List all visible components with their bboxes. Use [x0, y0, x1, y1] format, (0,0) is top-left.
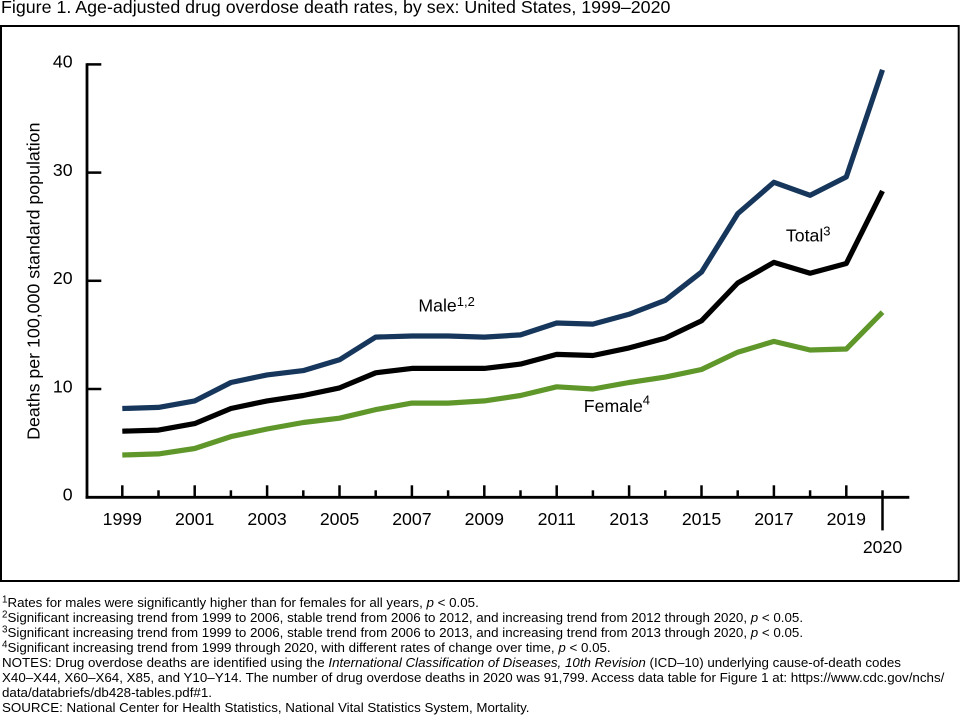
svg-text:2003: 2003 [247, 509, 287, 529]
svg-text:30: 30 [53, 160, 73, 180]
svg-text:SOURCE: National Center for He: SOURCE: National Center for Health Stati… [2, 700, 530, 715]
svg-text:2Significant increasing trend: 2Significant increasing trend from 1999 … [2, 609, 803, 624]
svg-text:2019: 2019 [827, 509, 866, 529]
svg-text:2013: 2013 [609, 509, 649, 529]
svg-text:2015: 2015 [682, 509, 722, 529]
svg-text:NOTES: Drug overdose deaths ar: NOTES: Drug overdose deaths are identifi… [2, 655, 901, 670]
svg-text:4Significant increasing trend: 4Significant increasing trend from 1999 … [2, 639, 611, 654]
svg-text:20: 20 [53, 268, 73, 288]
svg-text:2017: 2017 [754, 509, 793, 529]
svg-text:2001: 2001 [175, 509, 214, 529]
svg-text:40: 40 [53, 52, 73, 72]
svg-text:Total3: Total3 [786, 224, 831, 246]
svg-text:2009: 2009 [465, 509, 504, 529]
svg-text:3Significant increasing trend: 3Significant increasing trend from 1999 … [2, 624, 803, 639]
svg-text:2007: 2007 [392, 509, 431, 529]
svg-text:Deaths per 100,000 standard po: Deaths per 100,000 standard population [23, 123, 43, 440]
svg-text:Female4: Female4 [584, 393, 650, 416]
svg-text:2005: 2005 [320, 509, 360, 529]
svg-text:1Rates for males were signific: 1Rates for males were significantly high… [2, 594, 479, 609]
svg-text:2011: 2011 [538, 509, 576, 529]
svg-text:data/databriefs/db428-tables.p: data/databriefs/db428-tables.pdf#1. [2, 685, 212, 700]
svg-text:2020: 2020 [863, 537, 903, 557]
svg-text:10: 10 [53, 376, 73, 396]
svg-text:X40–X44, X60–X64, X85, and Y10: X40–X44, X60–X64, X85, and Y10–Y14. The … [2, 670, 945, 685]
svg-text:1999: 1999 [103, 509, 142, 529]
svg-text:0: 0 [63, 485, 73, 505]
svg-text:Figure 1. Age-adjusted drug ov: Figure 1. Age-adjusted drug overdose dea… [1, 0, 670, 17]
